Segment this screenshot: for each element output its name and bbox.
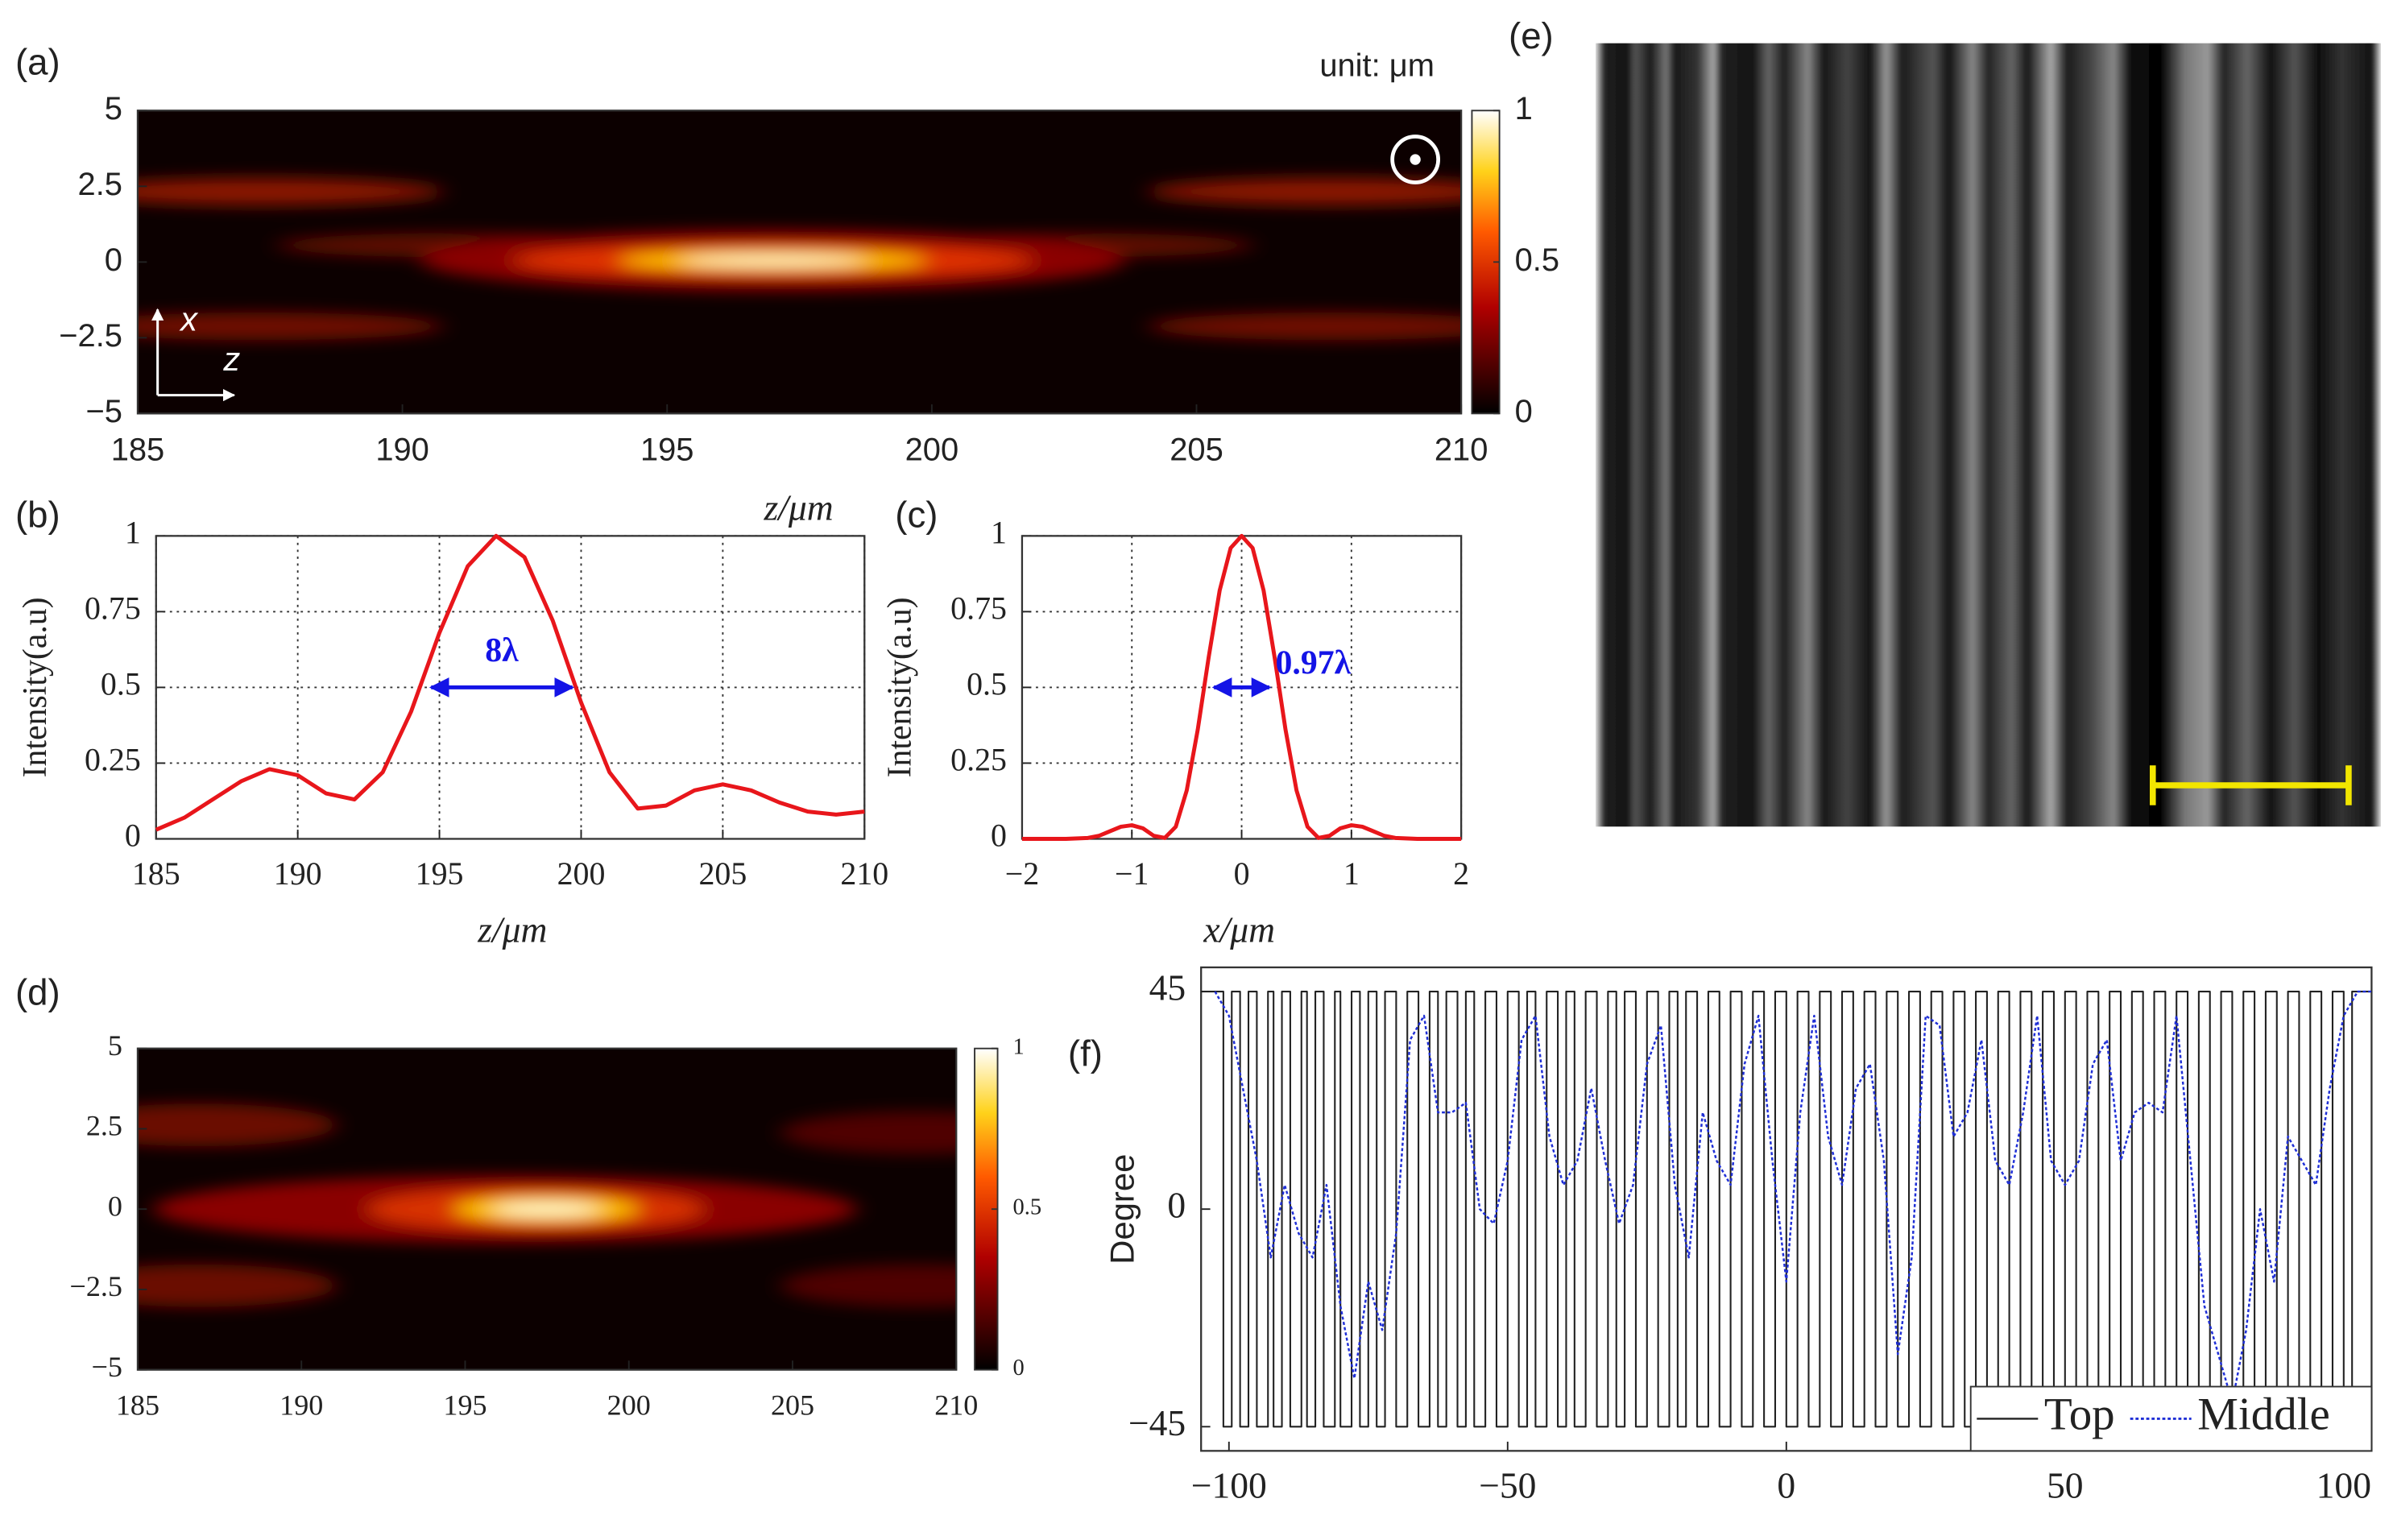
x-tick-label: −2 <box>1005 855 1039 892</box>
x-tick-label: 1 <box>1343 855 1360 892</box>
colorbar-tick-label: 0 <box>1515 394 1533 429</box>
y-tick-label: 0.25 <box>85 742 141 778</box>
scale-bar <box>2149 765 2352 805</box>
x-tick-label: 0 <box>1777 1464 1795 1505</box>
colorbar-tick-label: 0.5 <box>1013 1195 1042 1220</box>
y-tick-label: −5 <box>92 1351 122 1383</box>
x-tick-label: 200 <box>557 855 606 892</box>
x-tick-label: 195 <box>443 1389 486 1421</box>
y-tick-label: 0 <box>1167 1185 1186 1226</box>
polarization-symbol <box>1390 135 1441 184</box>
x-tick-label: 205 <box>771 1389 814 1421</box>
unit-label: unit: μm <box>1319 48 1435 84</box>
field-image <box>137 1048 957 1370</box>
data-line <box>155 533 865 832</box>
y-tick-label: 45 <box>1149 967 1186 1008</box>
plot-frame <box>155 535 866 840</box>
panel-label: (d) <box>15 971 60 1012</box>
y-axis-label: Degree <box>1103 1154 1141 1265</box>
colorbar-tick-label: 1 <box>1515 91 1533 126</box>
x-tick-label: 200 <box>905 432 959 467</box>
x-tick-label: 185 <box>116 1389 159 1421</box>
y-tick-label: 0.75 <box>950 590 1007 627</box>
annotation-label: 0.97λ <box>1276 644 1352 681</box>
x-tick-label: 190 <box>279 1389 323 1421</box>
panel-label: (c) <box>895 495 938 536</box>
y-tick-label: 5 <box>105 91 122 126</box>
legend-label: Middle <box>2197 1389 2330 1440</box>
y-tick-label: 5 <box>108 1029 122 1062</box>
y-tick-label: 0.5 <box>101 666 141 702</box>
structure-image <box>1596 43 2381 827</box>
x-tick-label: 210 <box>1435 432 1488 467</box>
field-image <box>137 110 1462 414</box>
y-tick-label: 1 <box>125 515 141 551</box>
x-tick-label: −100 <box>1191 1464 1267 1505</box>
data-line <box>1201 991 2372 1428</box>
x-tick-label: −50 <box>1479 1464 1536 1505</box>
axis-indicator-label: z <box>222 340 240 378</box>
x-axis-label: x/μm <box>1203 909 1275 950</box>
y-tick-label: 0 <box>991 818 1007 854</box>
x-tick-label: 190 <box>375 432 429 467</box>
y-tick-label: −45 <box>1128 1402 1186 1443</box>
y-tick-label: 2.5 <box>78 167 122 202</box>
y-tick-label: 1 <box>991 515 1007 551</box>
colorbar-tick-label: 1 <box>1013 1034 1025 1059</box>
data-line <box>1021 533 1462 841</box>
colorbar-tick-label: 0.5 <box>1515 242 1559 278</box>
panel-label: (b) <box>15 495 60 536</box>
x-tick-label: 200 <box>607 1389 651 1421</box>
x-tick-label: 195 <box>640 432 694 467</box>
panel-label: (e) <box>1509 15 1554 56</box>
x-axis-label: z/μm <box>477 909 547 950</box>
y-tick-label: −2.5 <box>59 318 122 354</box>
x-tick-label: 0 <box>1234 855 1250 892</box>
y-tick-label: 0 <box>105 242 122 278</box>
x-tick-label: 195 <box>416 855 464 892</box>
x-tick-label: 190 <box>274 855 322 892</box>
x-axis-label: z/μm <box>763 486 833 528</box>
x-tick-label: 185 <box>111 432 165 467</box>
y-axis-label: Intensity(a.u) <box>17 597 54 777</box>
axis-indicator-label: x <box>179 300 199 337</box>
plot-frame <box>1200 966 2373 1452</box>
annotation-label: 8λ <box>485 632 519 669</box>
panel-label: (a) <box>15 41 60 82</box>
x-tick-label: −1 <box>1115 855 1149 892</box>
x-tick-label: 210 <box>840 855 888 892</box>
y-tick-label: −2.5 <box>70 1270 122 1302</box>
y-tick-label: 0.25 <box>950 742 1007 778</box>
y-tick-label: 2.5 <box>86 1110 122 1142</box>
data-line <box>1214 990 2372 1404</box>
polarization-dot <box>1410 154 1421 165</box>
y-tick-label: 0.75 <box>85 590 141 627</box>
x-tick-label: 50 <box>2047 1464 2084 1505</box>
x-tick-label: 185 <box>132 855 180 892</box>
panel-label: (f) <box>1068 1033 1103 1074</box>
y-tick-label: 0.5 <box>967 666 1007 702</box>
legend-label: Top <box>2044 1389 2115 1440</box>
colorbar-tick-label: 0 <box>1013 1356 1025 1381</box>
x-tick-label: 205 <box>1170 432 1223 467</box>
y-tick-label: 0 <box>125 818 141 854</box>
plot-frame <box>136 110 1463 415</box>
x-tick-label: 210 <box>934 1389 978 1421</box>
plot-frame <box>136 1047 958 1371</box>
y-tick-label: 0 <box>108 1190 122 1222</box>
y-tick-label: −5 <box>86 394 122 429</box>
x-tick-label: 100 <box>2316 1464 2371 1505</box>
x-tick-label: 205 <box>698 855 747 892</box>
y-axis-label: Intensity(a.u) <box>881 597 918 777</box>
x-tick-label: 2 <box>1453 855 1469 892</box>
